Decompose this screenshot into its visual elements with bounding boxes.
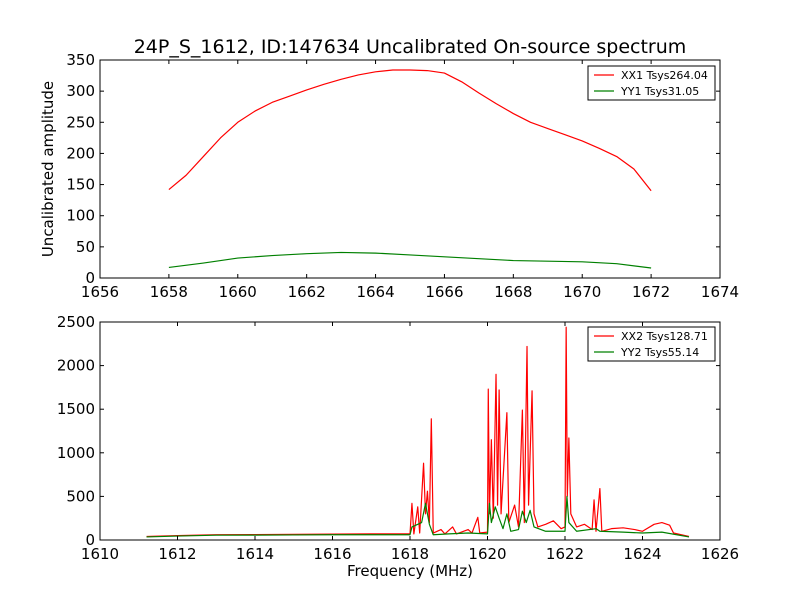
- top-series-line-2: [168, 251, 652, 269]
- top-y-tick-label: 150: [66, 176, 95, 194]
- top-y-tick-label: 0: [85, 269, 95, 287]
- bottom-x-tick-label: 1612: [158, 545, 196, 563]
- top-axes-frame: [99, 59, 721, 279]
- top-y-tick-label: 100: [66, 207, 95, 225]
- top-x-tick-label: 1656: [81, 283, 119, 301]
- bottom-x-tick-label: 1620: [468, 545, 506, 563]
- top-x-tick-label: 1660: [219, 283, 257, 301]
- top-x-tick-label: 1666: [425, 283, 463, 301]
- top-legend-box: [587, 65, 716, 101]
- bottom-legend-label-1: XX2 Tsys128.71: [621, 330, 708, 343]
- bottom-x-tick-label: 1618: [391, 545, 429, 563]
- bottom-x-tick-label: 1624: [623, 545, 661, 563]
- top-x-tick-label: 1670: [563, 283, 601, 301]
- top-y-tick-label: 300: [66, 82, 95, 100]
- top-y-tick-label: 50: [76, 238, 95, 256]
- top-legend-label-1: XX1 Tsys264.04: [621, 69, 708, 82]
- bottom-x-tick-label: 1614: [236, 545, 274, 563]
- bottom-y-tick-label: 500: [66, 487, 95, 505]
- top-series-line-1: [168, 69, 652, 192]
- bottom-series-line-1: [146, 326, 690, 538]
- top-x-tick-label: 1658: [150, 283, 188, 301]
- bottom-y-tick-label: 1500: [57, 400, 95, 418]
- bottom-plot-area: 1610 1612 1614 1616 1618 1620 1622 1624 1626 0 500…: [57, 313, 739, 563]
- top-y-tick-label: 250: [66, 113, 95, 131]
- bottom-y-tick-label: 2500: [57, 313, 95, 331]
- top-y-axis-label: Uncalibrated amplitude: [39, 81, 57, 257]
- top-plot-area: 1656 1658 1660 1662 1664 1666 1668 1670 1672 1674…: [66, 51, 739, 301]
- top-x-tick-label: 1662: [288, 283, 326, 301]
- top-x-tick-label: 1664: [356, 283, 394, 301]
- bottom-legend-box: [587, 326, 716, 362]
- bottom-legend-label-2: YY2 Tsys55.14: [620, 346, 699, 359]
- bottom-y-tick-label: 2000: [57, 357, 95, 375]
- bottom-y-tick-label: 1000: [57, 444, 95, 462]
- bottom-x-tick-label: 1610: [81, 545, 119, 563]
- top-y-tick-label: 200: [66, 144, 95, 162]
- top-legend: XX1 Tsys264.04 YY1 Tsys31.05: [587, 65, 716, 101]
- bottom-x-tick-label: 1616: [313, 545, 351, 563]
- top-legend-label-2: YY1 Tsys31.05: [620, 85, 699, 98]
- top-y-tick-label: 350: [66, 51, 95, 69]
- top-x-tick-label: 1672: [632, 283, 670, 301]
- bottom-x-axis-label: Frequency (MHz): [347, 562, 473, 580]
- bottom-x-tick-label: 1622: [546, 545, 584, 563]
- bottom-y-tick-label: 0: [85, 531, 95, 549]
- chart-title: 24P_S_1612, ID:147634 Uncalibrated On-so…: [134, 36, 687, 58]
- top-x-tick-label: 1668: [494, 283, 532, 301]
- top-x-tick-label: 1674: [701, 283, 739, 301]
- bottom-x-tick-label: 1626: [701, 545, 739, 563]
- bottom-legend: XX2 Tsys128.71 YY2 Tsys55.14: [587, 326, 716, 362]
- bottom-series-line-2: [146, 495, 690, 538]
